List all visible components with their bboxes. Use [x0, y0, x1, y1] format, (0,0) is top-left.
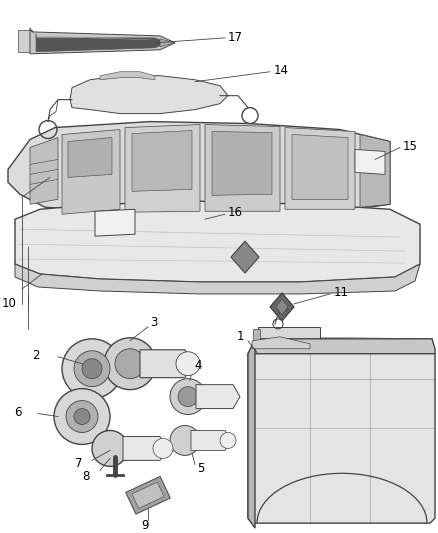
Text: 5: 5 [197, 462, 205, 475]
Polygon shape [30, 28, 175, 54]
Polygon shape [126, 477, 170, 514]
Text: 6: 6 [14, 406, 22, 419]
Polygon shape [248, 339, 435, 354]
Circle shape [62, 339, 122, 399]
Circle shape [153, 439, 173, 458]
Polygon shape [253, 329, 260, 342]
Circle shape [176, 352, 200, 376]
Polygon shape [30, 138, 58, 204]
Circle shape [82, 359, 102, 378]
Polygon shape [212, 132, 272, 195]
Polygon shape [18, 30, 32, 52]
Circle shape [66, 401, 98, 432]
Polygon shape [100, 72, 155, 80]
Circle shape [115, 349, 145, 378]
Circle shape [104, 338, 156, 390]
Polygon shape [355, 149, 385, 174]
Text: 3: 3 [150, 317, 157, 329]
Polygon shape [196, 385, 240, 409]
Polygon shape [140, 350, 192, 378]
Polygon shape [191, 431, 231, 450]
Circle shape [170, 425, 200, 455]
Polygon shape [36, 34, 167, 52]
Text: 17: 17 [228, 31, 243, 44]
Polygon shape [258, 327, 320, 344]
Polygon shape [15, 264, 420, 294]
Polygon shape [276, 299, 288, 315]
Text: 2: 2 [32, 349, 40, 362]
Text: 14: 14 [274, 64, 289, 77]
Polygon shape [360, 134, 390, 207]
Circle shape [220, 432, 236, 448]
Polygon shape [68, 138, 112, 177]
Polygon shape [132, 131, 192, 191]
Polygon shape [15, 201, 420, 282]
Text: 11: 11 [334, 286, 349, 300]
Circle shape [92, 431, 128, 466]
Polygon shape [252, 337, 310, 349]
Text: 10: 10 [2, 297, 17, 310]
Polygon shape [123, 437, 166, 461]
Polygon shape [270, 293, 294, 321]
Text: 1: 1 [237, 330, 244, 343]
Polygon shape [8, 122, 390, 214]
Polygon shape [231, 241, 259, 273]
Circle shape [178, 386, 198, 407]
Polygon shape [132, 482, 164, 508]
Text: 9: 9 [141, 519, 149, 531]
Text: 8: 8 [83, 470, 90, 483]
Polygon shape [160, 39, 175, 47]
Polygon shape [95, 209, 135, 236]
Polygon shape [70, 76, 228, 114]
Circle shape [74, 409, 90, 424]
Polygon shape [292, 134, 348, 199]
Circle shape [170, 378, 206, 415]
Circle shape [54, 389, 110, 445]
Polygon shape [125, 125, 200, 212]
Polygon shape [248, 339, 255, 528]
Text: 4: 4 [194, 359, 201, 372]
Polygon shape [205, 125, 280, 211]
Polygon shape [248, 349, 435, 523]
Text: 7: 7 [74, 457, 82, 470]
Text: 16: 16 [228, 206, 243, 219]
Text: 15: 15 [403, 140, 418, 153]
Circle shape [74, 351, 110, 386]
Polygon shape [62, 130, 120, 214]
Polygon shape [285, 127, 355, 209]
